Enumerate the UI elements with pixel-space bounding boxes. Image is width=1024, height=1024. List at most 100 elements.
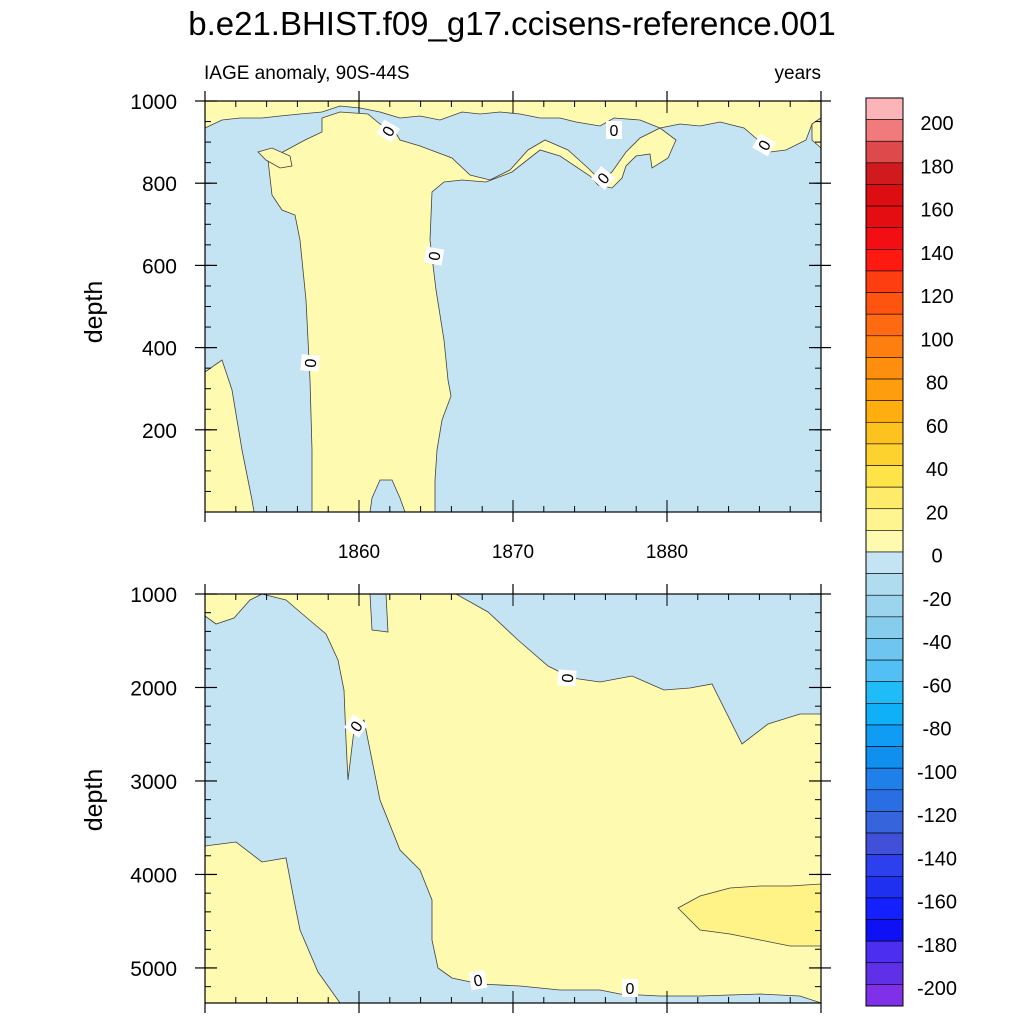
colorbar-segment	[865, 940, 904, 964]
upper-contour-labels: 0 0 0 0 0 0	[300, 119, 776, 372]
lower-y-axis-title: depth	[80, 769, 108, 832]
colorbar-segment	[865, 638, 904, 661]
colorbar-segment	[865, 465, 904, 488]
colorbar-segment	[865, 421, 904, 445]
colorbar-segment	[865, 746, 904, 769]
lower-ticks	[195, 584, 831, 1013]
colorbar-label: -60	[923, 675, 952, 697]
lower-contour-label: 0	[622, 979, 638, 998]
colorbar-label: -40	[923, 632, 952, 654]
colorbar-segment	[865, 184, 904, 207]
colorbar-label: -80	[923, 719, 952, 741]
colorbar-label: 20	[926, 502, 948, 524]
colorbar-label: 120	[920, 286, 953, 308]
x-tick-label: 1870	[492, 542, 534, 563]
colorbar-segment	[865, 616, 904, 639]
colorbar-segment	[865, 357, 904, 380]
colorbar-label: 160	[920, 200, 953, 222]
colorbar-segment	[865, 573, 904, 596]
upper-contour-label: 0	[300, 354, 320, 372]
colorbar-segment	[865, 767, 904, 791]
y-tick-label: 1000	[130, 91, 177, 114]
upper-panel: 0 0 0 0 0 0	[195, 91, 831, 522]
colorbar-label: 200	[920, 113, 953, 135]
colorbar-segment	[865, 897, 904, 920]
y-tick-label: 800	[142, 173, 177, 196]
lower-contour-label-text: 0	[626, 981, 635, 998]
lower-ytick-labels: 1000 2000 3000 4000 5000	[130, 584, 177, 981]
y-tick-label: 4000	[130, 864, 177, 887]
colorbar-label: 100	[920, 329, 953, 351]
colorbar-label: 80	[926, 373, 948, 395]
colorbar-label: -100	[917, 762, 957, 784]
colorbar-segment	[865, 249, 904, 272]
colorbar-segment	[865, 443, 904, 466]
colorbar-segment	[865, 508, 904, 531]
colorbar-segment	[865, 270, 904, 293]
colorbar-segment	[865, 919, 904, 942]
colorbar-label: 60	[926, 416, 948, 438]
colorbar-segment	[865, 659, 904, 683]
colorbar-segment	[865, 313, 904, 337]
upper-contour-label: 0	[423, 246, 445, 266]
colorbar-segment	[865, 400, 904, 423]
colorbar-segment	[865, 703, 904, 726]
colorbar-segment	[865, 140, 904, 164]
lower-contour-label-text: 0	[560, 673, 578, 683]
colorbar-segment	[865, 681, 904, 704]
colorbar-segment	[865, 205, 904, 229]
colorbar-segment	[865, 875, 904, 899]
colorbar-labels: 200180160140120100806040200-20-40-60-80-…	[917, 113, 957, 1000]
y-tick-label: 3000	[130, 771, 177, 794]
colorbar-segment	[865, 789, 904, 812]
upper-ytick-labels: 200 400 600 800 1000	[130, 91, 177, 443]
lower-contour-label: 0	[468, 969, 488, 991]
upper-y-axis-title: depth	[80, 281, 108, 344]
upper-contour-label: 0	[606, 121, 622, 140]
lower-contour-label: 0	[557, 669, 577, 687]
colorbar-label: -140	[917, 848, 957, 870]
colorbar-segment	[865, 594, 904, 618]
colorbar-segment	[865, 119, 904, 142]
colorbar-label: -120	[917, 805, 957, 827]
colorbar	[865, 97, 904, 1007]
colorbar-segment	[865, 551, 904, 574]
y-tick-label: 2000	[130, 677, 177, 700]
lower-positive-region	[261, 593, 822, 1004]
y-tick-label: 200	[142, 420, 177, 443]
upper-contour-label: 0	[376, 119, 400, 143]
y-tick-label: 600	[142, 255, 177, 278]
colorbar-label: 40	[926, 459, 948, 481]
lower-contour-labels: 0 0 0 0	[344, 669, 638, 998]
upper-contour-label-text: 0	[610, 123, 619, 140]
y-tick-label: 400	[142, 338, 177, 361]
x-tick-label: 1860	[338, 542, 380, 563]
units-label: years	[774, 63, 821, 84]
upper-contour-label: 0	[752, 133, 776, 157]
colorbar-label: -160	[917, 892, 957, 914]
y-tick-label: 1000	[130, 584, 177, 607]
figure-title: b.e21.BHIST.f09_g17.ccisens-reference.00…	[188, 5, 836, 42]
colorbar-segment	[865, 162, 904, 185]
colorbar-label: 140	[920, 243, 953, 265]
colorbar-segment	[865, 962, 904, 985]
lower-panel: 0 0 0 0	[195, 584, 831, 1013]
upper-xtick-labels: 1860 1870 1880	[338, 542, 688, 563]
upper-contour-label-text: 0	[426, 250, 444, 262]
colorbar-frame	[865, 97, 904, 1007]
colorbar-segment	[865, 97, 904, 120]
left-subtitle: IAGE anomaly, 90S-44S	[204, 63, 410, 84]
colorbar-label: -180	[917, 935, 957, 957]
colorbar-segment	[865, 984, 904, 1007]
colorbar-label: 0	[931, 546, 942, 568]
upper-contour-label-text: 0	[303, 358, 321, 368]
colorbar-segment	[865, 378, 904, 401]
lower-contour-label-text: 0	[472, 972, 484, 990]
x-tick-label: 1880	[646, 542, 688, 563]
upper-ticks	[195, 91, 831, 522]
lower-contour-label: 0	[344, 714, 368, 738]
colorbar-segment	[865, 530, 904, 553]
upper-positive-small	[257, 147, 293, 169]
colorbar-segment	[865, 832, 904, 855]
